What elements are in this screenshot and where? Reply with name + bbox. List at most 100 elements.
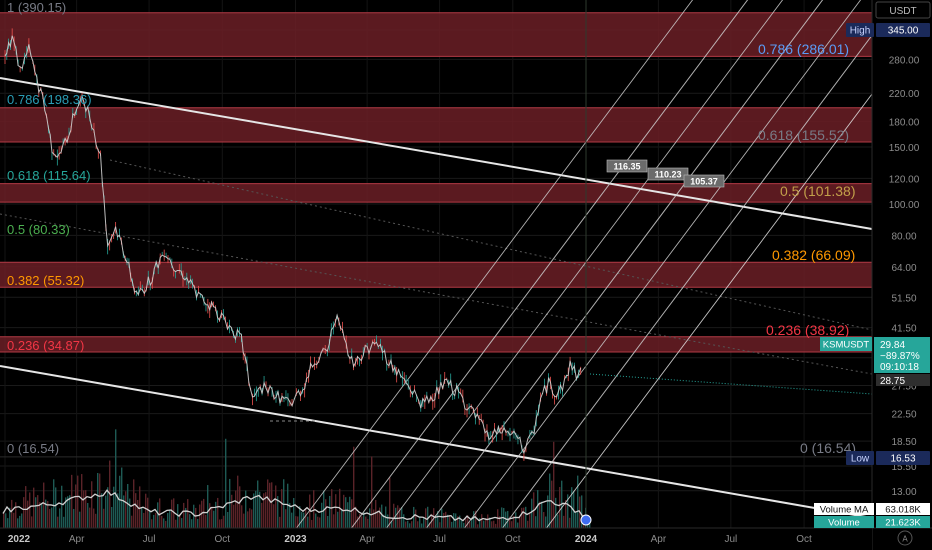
volume-bar — [327, 516, 329, 528]
price-tick-label: 120.00 — [889, 174, 920, 185]
symbol-tag-text: KSMUSDT — [823, 340, 870, 351]
volume-bar — [467, 515, 469, 528]
event-flag-icon — [580, 514, 592, 526]
fib-label-right: 0 (16.54) — [800, 440, 856, 456]
time-tick-label: Jul — [143, 534, 156, 545]
auto-scale-icon — [897, 530, 913, 546]
volume-bar — [415, 509, 417, 528]
price-callout-box — [606, 159, 648, 173]
volume-bar — [379, 507, 381, 528]
fib-diagonal-line — [109, 159, 873, 331]
volume-bar — [241, 505, 243, 528]
volume-bar — [511, 521, 513, 528]
volume-bar — [377, 510, 379, 528]
volume-bar — [205, 514, 207, 528]
volume-bar — [15, 502, 17, 528]
volume-bar — [329, 495, 331, 528]
volume-bar — [141, 507, 143, 528]
volume-bar — [133, 479, 135, 528]
volume-bar — [273, 504, 275, 528]
currency-box — [875, 1, 931, 19]
volume-bar — [195, 507, 197, 528]
volume-bar — [489, 517, 491, 528]
volume-bar — [201, 500, 203, 528]
volume-bar — [515, 512, 517, 528]
price-callout-box — [647, 167, 689, 181]
fib-label-left: 0.236 (34.87) — [7, 338, 84, 353]
volume-bar — [159, 498, 161, 528]
price-callout-text: 116.35 — [613, 162, 640, 172]
volume-bar — [255, 490, 257, 528]
volume-bar — [323, 490, 325, 528]
volume-bar — [461, 519, 463, 528]
volume-bar — [91, 481, 93, 528]
volume-bar — [337, 511, 339, 528]
volume-bar — [361, 516, 363, 528]
fib-zone — [0, 336, 872, 352]
price-tags: High 345.00 Low 16.53 KSMUSDT 29.84−89.87%09:… — [580, 23, 930, 529]
volume-bar — [413, 506, 415, 528]
volume-bar — [209, 503, 211, 528]
price-tick-label: 41.50 — [891, 324, 916, 335]
volume-bar — [373, 509, 375, 528]
volume-bar — [235, 490, 237, 528]
last-price-box — [874, 337, 930, 373]
price-tick-label: 27.50 — [891, 381, 916, 392]
volume-bar — [297, 516, 299, 528]
high-value-box — [876, 23, 930, 37]
volume-bar — [407, 520, 409, 528]
volume-bar — [289, 503, 291, 528]
volume-bar — [483, 520, 485, 528]
volume-ma-line — [2, 489, 588, 522]
volume-bar — [405, 521, 407, 528]
volume-bar — [137, 499, 139, 528]
volume-bars — [2, 429, 591, 528]
volume-ma-label-text: Volume MA — [820, 505, 869, 516]
volume-bar — [531, 498, 533, 528]
volume-bar — [481, 514, 483, 528]
countdown-text: 09:10:18 — [880, 362, 919, 373]
volume-bar — [287, 483, 289, 528]
volume-bar — [465, 518, 467, 528]
volume-bar — [419, 516, 421, 528]
volume-bar — [513, 515, 515, 528]
volume-bar — [115, 429, 117, 528]
volume-bar — [409, 523, 411, 528]
volume-bar — [353, 446, 355, 528]
volume-bar — [569, 517, 571, 528]
volume-bar — [397, 505, 399, 528]
volume-bar — [257, 480, 259, 528]
volume-bar — [215, 501, 217, 528]
volume-bar — [519, 517, 521, 528]
price-tick-label: 15.50 — [891, 462, 916, 473]
volume-bar — [57, 516, 59, 528]
volume-bar — [371, 456, 373, 528]
volume-bar — [59, 508, 61, 528]
volume-bar — [315, 513, 317, 528]
volume-label-box — [814, 516, 874, 528]
price-axis[interactable]: USDT 280.00 220.00 180.00 150.00 120.00 100.00… — [871, 0, 932, 550]
volume-bar — [517, 522, 519, 528]
volume-bar — [563, 515, 565, 528]
volume-bar — [271, 482, 273, 528]
fib-zones — [0, 12, 872, 458]
volume-bar — [53, 479, 55, 528]
volume-bar — [375, 499, 377, 528]
volume-bar — [281, 489, 283, 528]
volume-bar — [417, 521, 419, 528]
volume-bar — [555, 497, 557, 528]
volume-bar — [35, 497, 37, 528]
time-tick-label: Jul — [433, 534, 446, 545]
volume-bar — [429, 522, 431, 528]
volume-bar — [303, 512, 305, 528]
volume-bar — [491, 521, 493, 528]
time-axis[interactable]: 2022 Apr Jul Oct 2023 Apr Jul Oct 2024 Apr Jul Oct A — [0, 527, 932, 550]
volume-bar — [383, 514, 385, 528]
volume-bar — [175, 519, 177, 528]
volume-bar — [581, 495, 583, 528]
volume-bar — [27, 500, 29, 528]
price-callouts: 116.35 110.23 105.37 — [606, 159, 725, 188]
time-tick-label: Oct — [214, 534, 230, 545]
